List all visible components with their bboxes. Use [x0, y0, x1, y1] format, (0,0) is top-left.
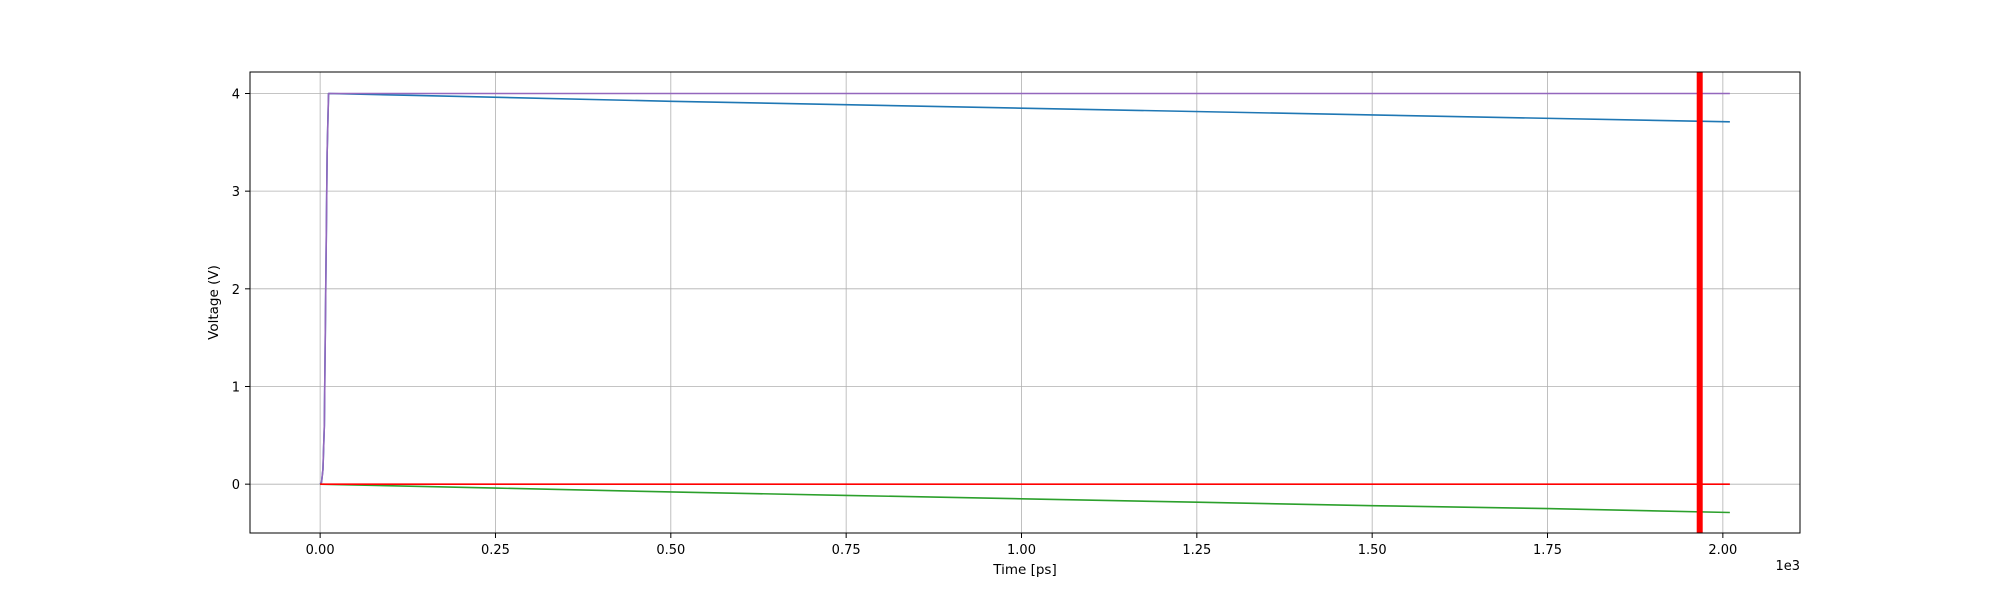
y-tick-label: 4: [232, 87, 240, 102]
x-tick-label: 1.50: [1358, 543, 1387, 558]
x-tick-label: 0.00: [306, 543, 335, 558]
series-line-3: [320, 483, 1730, 514]
plot-area-frame: [249, 71, 1801, 534]
x-axis-ticks: 0.00 0.25 0.50 0.75 1.00 1.25 1.50 1.75 2.00: [306, 533, 1737, 558]
y-axis-label: Voltage (V): [206, 265, 222, 340]
y-tick-label: 2: [232, 283, 240, 298]
x-axis-offset-label: 1e3: [1775, 559, 1800, 574]
series-line-2: [319, 92, 1730, 485]
plot-lines: [319, 92, 1730, 514]
x-axis-label: Time [ps]: [992, 562, 1056, 578]
x-tick-label: 0.50: [656, 543, 685, 558]
x-tick-label: 1.75: [1533, 543, 1562, 558]
x-tick-label: 0.25: [481, 543, 510, 558]
x-tick-label: 2.00: [1708, 543, 1737, 558]
y-axis-ticks: 0 1 2 3 4: [232, 87, 250, 493]
x-tick-label: 1.25: [1182, 543, 1211, 558]
y-tick-label: 3: [232, 185, 240, 200]
x-tick-label: 0.75: [832, 543, 861, 558]
y-tick-label: 1: [232, 380, 240, 395]
x-tick-label: 1.00: [1007, 543, 1036, 558]
y-tick-label: 0: [232, 478, 240, 493]
